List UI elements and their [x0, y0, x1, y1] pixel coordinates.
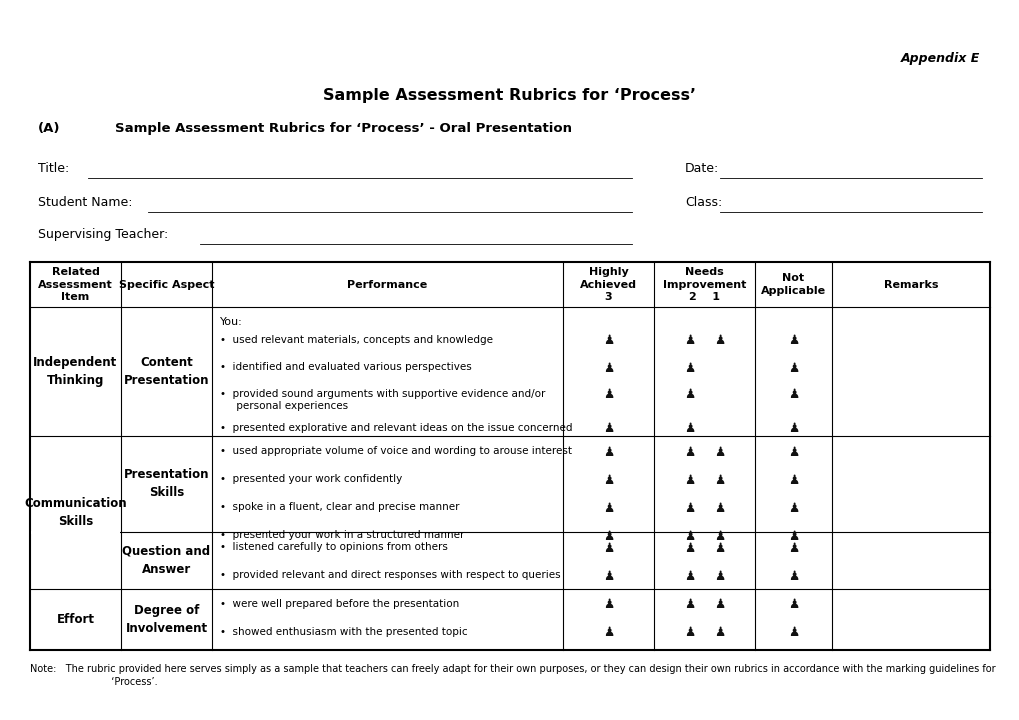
Text: ♟: ♟	[683, 626, 694, 639]
Text: ♟: ♟	[713, 541, 725, 554]
Text: ♟: ♟	[787, 446, 798, 459]
Text: Student Name:: Student Name:	[38, 196, 132, 209]
Text: Sample Assessment Rubrics for ‘Process’: Sample Assessment Rubrics for ‘Process’	[323, 88, 696, 103]
Text: ♟: ♟	[683, 335, 694, 348]
Text: •  presented your work in a structured manner: • presented your work in a structured ma…	[220, 530, 464, 540]
Text: Question and
Answer: Question and Answer	[122, 545, 210, 576]
Text: Not
Applicable: Not Applicable	[760, 273, 825, 296]
Text: Degree of
Involvement: Degree of Involvement	[125, 604, 207, 635]
Text: ♟: ♟	[713, 502, 725, 515]
Text: ♟: ♟	[787, 474, 798, 487]
Text: ♟: ♟	[602, 502, 613, 515]
Text: ♟: ♟	[787, 423, 798, 436]
Text: Performance: Performance	[347, 279, 427, 289]
Text: ♟: ♟	[787, 626, 798, 639]
Text: ♟: ♟	[683, 598, 694, 611]
Text: •  provided sound arguments with supportive evidence and/or
     personal experi: • provided sound arguments with supporti…	[220, 389, 545, 411]
Text: ♟: ♟	[713, 626, 725, 639]
Text: Sample Assessment Rubrics for ‘Process’ - Oral Presentation: Sample Assessment Rubrics for ‘Process’ …	[115, 122, 572, 135]
Text: ♟: ♟	[602, 570, 613, 582]
Text: Note:   The rubric provided here serves simply as a sample that teachers can fre: Note: The rubric provided here serves si…	[30, 664, 995, 674]
Text: ♟: ♟	[787, 541, 798, 554]
Text: Content
Presentation: Content Presentation	[123, 356, 209, 387]
Text: ♟: ♟	[683, 502, 694, 515]
Text: ♟: ♟	[602, 598, 613, 611]
Text: •  identified and evaluated various perspectives: • identified and evaluated various persp…	[220, 362, 472, 372]
Text: ♟: ♟	[602, 361, 613, 374]
Text: Independent
Thinking: Independent Thinking	[34, 356, 117, 387]
Bar	[31, 531, 120, 534]
Text: ♟: ♟	[602, 423, 613, 436]
Text: ♟: ♟	[602, 529, 613, 542]
Text: •  were well prepared before the presentation: • were well prepared before the presenta…	[220, 599, 459, 609]
Text: ♟: ♟	[713, 529, 725, 542]
Text: ♟: ♟	[787, 598, 798, 611]
Text: •  spoke in a fluent, clear and precise manner: • spoke in a fluent, clear and precise m…	[220, 502, 459, 512]
Text: •  used relevant materials, concepts and knowledge: • used relevant materials, concepts and …	[220, 335, 492, 345]
Text: ♟: ♟	[602, 389, 613, 402]
Text: Title:: Title:	[38, 162, 69, 175]
Text: ♟: ♟	[787, 335, 798, 348]
Text: Communication
Skills: Communication Skills	[24, 497, 126, 528]
Text: Specific Aspect: Specific Aspect	[118, 279, 214, 289]
Text: Appendix E: Appendix E	[900, 52, 979, 65]
Text: •  presented your work confidently: • presented your work confidently	[220, 474, 401, 484]
Text: Presentation
Skills: Presentation Skills	[123, 469, 209, 500]
Text: ♟: ♟	[787, 389, 798, 402]
Text: ♟: ♟	[683, 389, 694, 402]
Text: Remarks: Remarks	[882, 279, 937, 289]
Text: ♟: ♟	[683, 541, 694, 554]
Text: ♟: ♟	[787, 570, 798, 582]
Text: ♟: ♟	[787, 361, 798, 374]
Text: Needs
Improvement
2    1: Needs Improvement 2 1	[662, 266, 746, 302]
Text: ‘Process’.: ‘Process’.	[79, 677, 158, 687]
Text: ♟: ♟	[683, 423, 694, 436]
Text: •  provided relevant and direct responses with respect to queries: • provided relevant and direct responses…	[220, 570, 560, 580]
Text: ♟: ♟	[602, 446, 613, 459]
Text: ♟: ♟	[602, 626, 613, 639]
Text: Highly
Achieved
3: Highly Achieved 3	[580, 266, 637, 302]
Text: ♟: ♟	[683, 361, 694, 374]
Text: ♟: ♟	[602, 474, 613, 487]
Text: ♟: ♟	[683, 446, 694, 459]
Text: •  presented explorative and relevant ideas on the issue concerned: • presented explorative and relevant ide…	[220, 423, 572, 433]
Text: •  used appropriate volume of voice and wording to arouse interest: • used appropriate volume of voice and w…	[220, 446, 572, 456]
Text: ♟: ♟	[787, 529, 798, 542]
Text: ♟: ♟	[602, 541, 613, 554]
Text: You:: You:	[220, 317, 243, 327]
Text: ♟: ♟	[713, 598, 725, 611]
Text: ♟: ♟	[683, 570, 694, 582]
Text: •  showed enthusiasm with the presented topic: • showed enthusiasm with the presented t…	[220, 627, 467, 637]
Text: ♟: ♟	[683, 529, 694, 542]
Text: ♟: ♟	[602, 335, 613, 348]
Text: ♟: ♟	[683, 474, 694, 487]
Text: ♟: ♟	[713, 446, 725, 459]
Text: Supervising Teacher:: Supervising Teacher:	[38, 228, 168, 241]
Text: Date:: Date:	[685, 162, 718, 175]
Text: ♟: ♟	[713, 335, 725, 348]
Text: ♟: ♟	[713, 474, 725, 487]
Text: (A): (A)	[38, 122, 60, 135]
Text: Effort: Effort	[56, 613, 95, 626]
Text: Class:: Class:	[685, 196, 721, 209]
Text: ♟: ♟	[787, 502, 798, 515]
Text: ♟: ♟	[713, 570, 725, 582]
Text: •  listened carefully to opinions from others: • listened carefully to opinions from ot…	[220, 542, 447, 552]
Text: Related
Assessment
Item: Related Assessment Item	[38, 266, 113, 302]
